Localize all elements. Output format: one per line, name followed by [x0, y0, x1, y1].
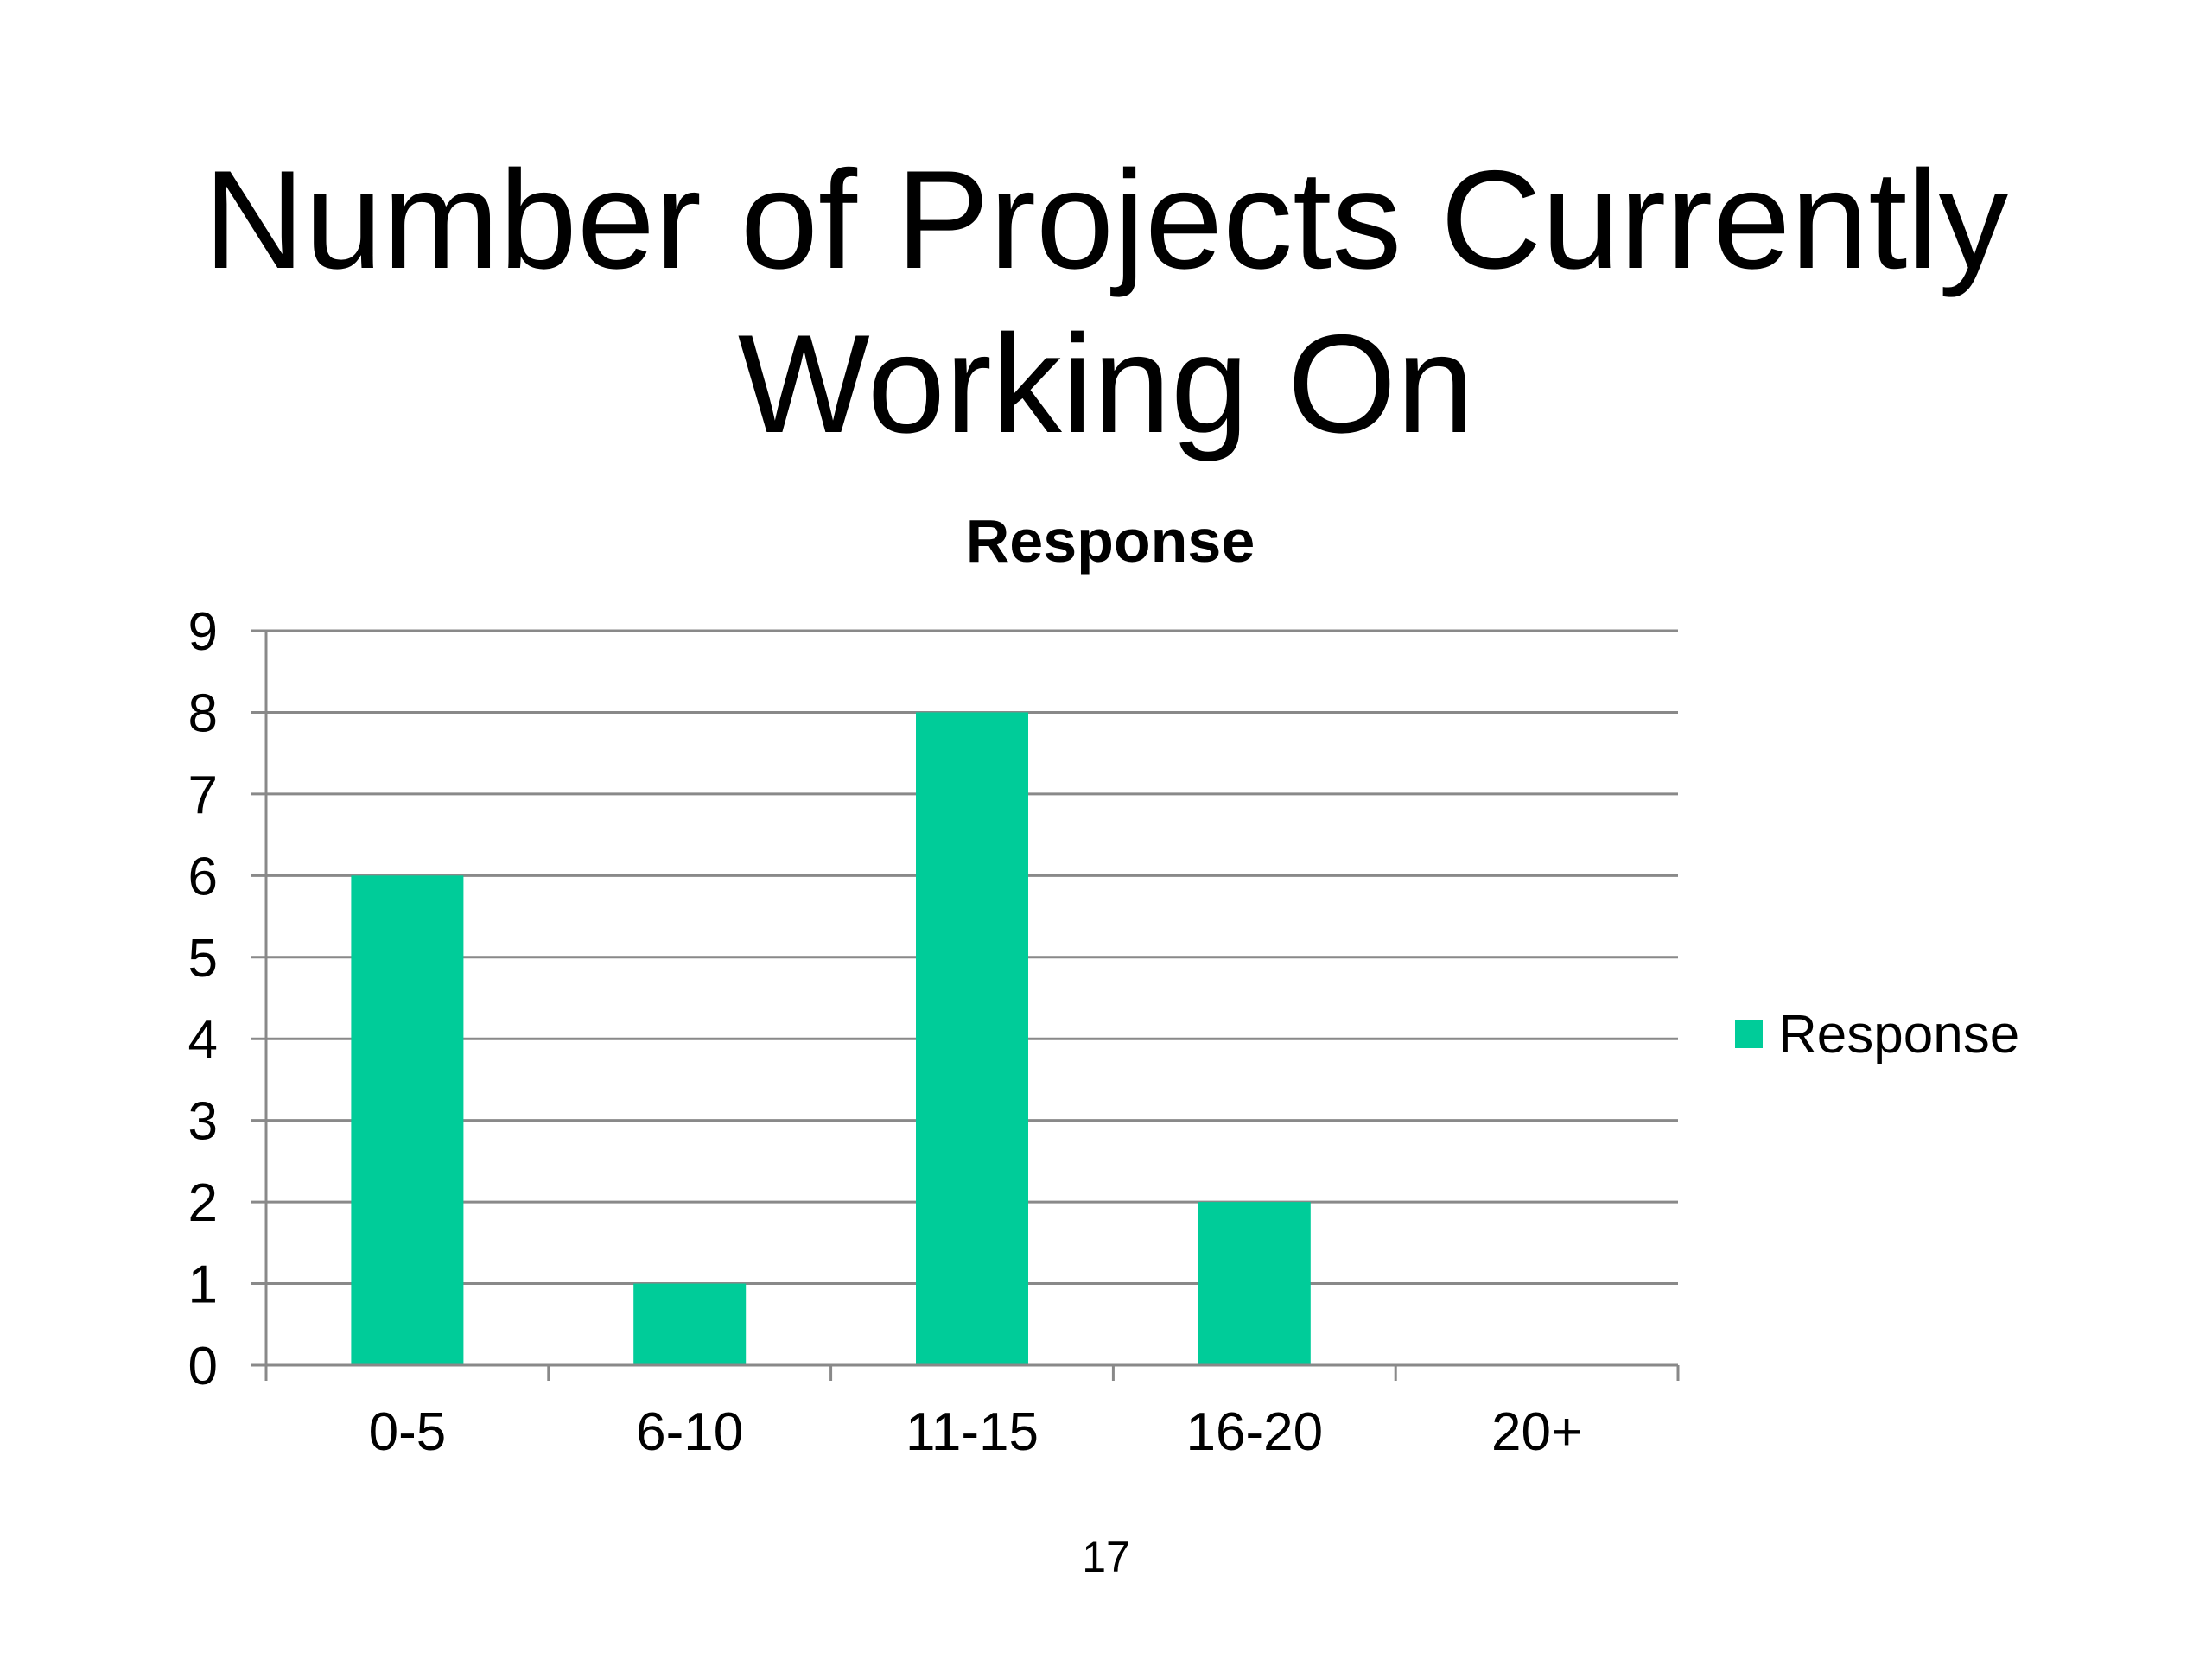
x-tick-label: 0-5: [369, 1402, 447, 1462]
y-tick-label: 4: [188, 1010, 218, 1070]
slide-title-line-2: Working On: [737, 306, 1475, 462]
chart-title: Response: [966, 507, 1255, 575]
y-tick-label: 3: [188, 1092, 218, 1152]
y-tick-label: 6: [188, 847, 218, 906]
legend-label: Response: [1778, 1005, 2019, 1065]
y-tick-label: 0: [188, 1337, 218, 1396]
bars: [351, 712, 1311, 1365]
page-number: 17: [1082, 1533, 1130, 1581]
bar-11-15: [916, 712, 1028, 1365]
y-tick-label: 7: [188, 766, 218, 825]
bar-0-5: [351, 875, 464, 1365]
y-tick-label: 1: [188, 1255, 218, 1315]
legend: Response: [1735, 1005, 2019, 1065]
x-tick-label: 11-15: [906, 1402, 1039, 1462]
y-tick-label: 8: [188, 683, 218, 743]
slide-title: Number of Projects Currently Working On: [0, 138, 2212, 467]
bar-6-10: [633, 1283, 747, 1365]
x-tick-label: 6-10: [636, 1402, 743, 1462]
axes: 0 1 2 3 4 5 6 7 8 9 0-5 6-10 11-15 16-20 20+: [188, 602, 1680, 1462]
y-tick-label: 5: [188, 929, 218, 988]
x-tick-label: 20+: [1491, 1402, 1582, 1462]
y-tick-label: 2: [188, 1173, 218, 1233]
bar-16-20: [1198, 1202, 1311, 1365]
x-tick-label: 16-20: [1186, 1402, 1324, 1462]
slide-title-line-1: Number of Projects Currently: [203, 142, 2009, 298]
legend-swatch: [1735, 1020, 1763, 1048]
y-tick-label: 9: [188, 602, 218, 662]
